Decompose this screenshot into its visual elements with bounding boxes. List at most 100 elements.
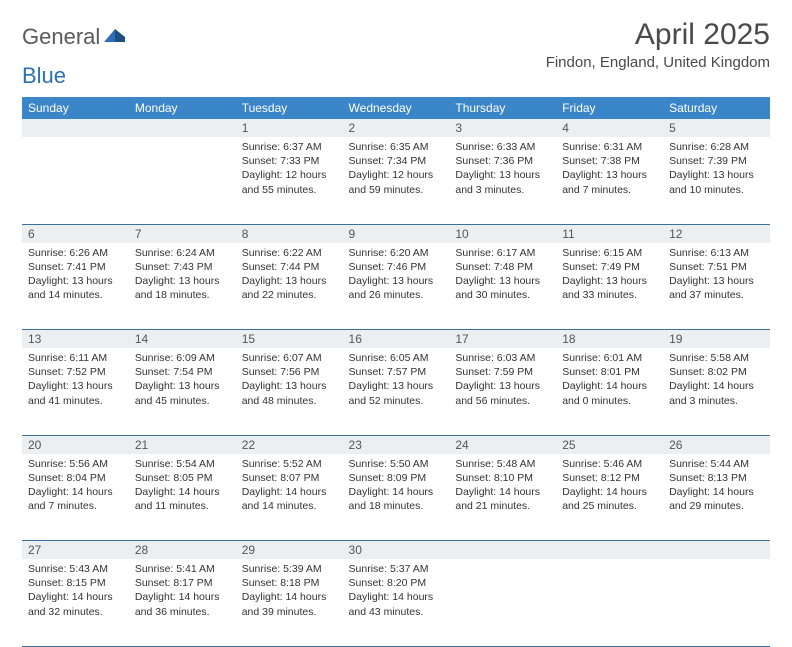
- logo-text-general: General: [22, 24, 100, 50]
- day-content-cell: Sunrise: 6:31 AMSunset: 7:38 PMDaylight:…: [556, 137, 663, 224]
- day-content-cell: Sunrise: 6:20 AMSunset: 7:46 PMDaylight:…: [343, 243, 450, 330]
- sunset-text: Sunset: 7:46 PM: [349, 260, 444, 274]
- weekday-header: Sunday: [22, 97, 129, 119]
- weekday-header: Thursday: [449, 97, 556, 119]
- daylight-text: Daylight: 12 hours and 59 minutes.: [349, 168, 444, 196]
- day-content-cell: Sunrise: 6:26 AMSunset: 7:41 PMDaylight:…: [22, 243, 129, 330]
- day-content-cell: Sunrise: 6:37 AMSunset: 7:33 PMDaylight:…: [236, 137, 343, 224]
- day-number-cell: 9: [343, 224, 450, 243]
- day-content-cell: Sunrise: 6:24 AMSunset: 7:43 PMDaylight:…: [129, 243, 236, 330]
- daylight-text: Daylight: 13 hours and 48 minutes.: [242, 379, 337, 407]
- daylight-text: Daylight: 13 hours and 33 minutes.: [562, 274, 657, 302]
- sunset-text: Sunset: 7:57 PM: [349, 365, 444, 379]
- sunset-text: Sunset: 8:18 PM: [242, 576, 337, 590]
- day-number-cell: 24: [449, 435, 556, 454]
- day-number-cell: 28: [129, 541, 236, 560]
- sunset-text: Sunset: 7:51 PM: [669, 260, 764, 274]
- sunrise-text: Sunrise: 6:24 AM: [135, 246, 230, 260]
- calendar-table: SundayMondayTuesdayWednesdayThursdayFrid…: [22, 97, 770, 647]
- day-content-cell: Sunrise: 5:58 AMSunset: 8:02 PMDaylight:…: [663, 348, 770, 435]
- sunrise-text: Sunrise: 6:11 AM: [28, 351, 123, 365]
- day-content-cell: Sunrise: 5:56 AMSunset: 8:04 PMDaylight:…: [22, 454, 129, 541]
- sunset-text: Sunset: 8:15 PM: [28, 576, 123, 590]
- daylight-text: Daylight: 14 hours and 3 minutes.: [669, 379, 764, 407]
- day-number-cell: 14: [129, 330, 236, 349]
- day-content-cell: [22, 137, 129, 224]
- day-content-cell: Sunrise: 5:50 AMSunset: 8:09 PMDaylight:…: [343, 454, 450, 541]
- month-title: April 2025: [546, 18, 770, 52]
- sunset-text: Sunset: 7:56 PM: [242, 365, 337, 379]
- day-content-cell: Sunrise: 6:17 AMSunset: 7:48 PMDaylight:…: [449, 243, 556, 330]
- sunrise-text: Sunrise: 6:28 AM: [669, 140, 764, 154]
- day-number-cell: 20: [22, 435, 129, 454]
- day-number-row: 27282930: [22, 541, 770, 560]
- sunrise-text: Sunrise: 6:03 AM: [455, 351, 550, 365]
- sunset-text: Sunset: 8:12 PM: [562, 471, 657, 485]
- day-number-cell: 29: [236, 541, 343, 560]
- daylight-text: Daylight: 12 hours and 55 minutes.: [242, 168, 337, 196]
- sunrise-text: Sunrise: 5:54 AM: [135, 457, 230, 471]
- day-content-cell: Sunrise: 6:01 AMSunset: 8:01 PMDaylight:…: [556, 348, 663, 435]
- sunrise-text: Sunrise: 6:33 AM: [455, 140, 550, 154]
- day-number-cell: 11: [556, 224, 663, 243]
- day-content-cell: Sunrise: 6:35 AMSunset: 7:34 PMDaylight:…: [343, 137, 450, 224]
- day-number-cell: 25: [556, 435, 663, 454]
- daylight-text: Daylight: 14 hours and 7 minutes.: [28, 485, 123, 513]
- sunrise-text: Sunrise: 5:56 AM: [28, 457, 123, 471]
- day-number-cell: 10: [449, 224, 556, 243]
- day-content-cell: Sunrise: 6:33 AMSunset: 7:36 PMDaylight:…: [449, 137, 556, 224]
- day-content-cell: Sunrise: 5:44 AMSunset: 8:13 PMDaylight:…: [663, 454, 770, 541]
- sunrise-text: Sunrise: 6:37 AM: [242, 140, 337, 154]
- sunrise-text: Sunrise: 5:41 AM: [135, 562, 230, 576]
- day-content-cell: Sunrise: 5:46 AMSunset: 8:12 PMDaylight:…: [556, 454, 663, 541]
- day-content-row: Sunrise: 6:26 AMSunset: 7:41 PMDaylight:…: [22, 243, 770, 330]
- sunrise-text: Sunrise: 6:22 AM: [242, 246, 337, 260]
- sunset-text: Sunset: 7:59 PM: [455, 365, 550, 379]
- sunset-text: Sunset: 7:33 PM: [242, 154, 337, 168]
- sunrise-text: Sunrise: 5:37 AM: [349, 562, 444, 576]
- sunset-text: Sunset: 7:34 PM: [349, 154, 444, 168]
- daylight-text: Daylight: 14 hours and 39 minutes.: [242, 590, 337, 618]
- sunset-text: Sunset: 7:36 PM: [455, 154, 550, 168]
- day-number-cell: 13: [22, 330, 129, 349]
- daylight-text: Daylight: 14 hours and 0 minutes.: [562, 379, 657, 407]
- sunset-text: Sunset: 8:20 PM: [349, 576, 444, 590]
- day-content-cell: Sunrise: 5:37 AMSunset: 8:20 PMDaylight:…: [343, 559, 450, 646]
- sunrise-text: Sunrise: 6:17 AM: [455, 246, 550, 260]
- sunrise-text: Sunrise: 6:15 AM: [562, 246, 657, 260]
- day-number-cell: 27: [22, 541, 129, 560]
- daylight-text: Daylight: 13 hours and 30 minutes.: [455, 274, 550, 302]
- day-number-cell: 7: [129, 224, 236, 243]
- daylight-text: Daylight: 14 hours and 29 minutes.: [669, 485, 764, 513]
- day-content-cell: Sunrise: 5:52 AMSunset: 8:07 PMDaylight:…: [236, 454, 343, 541]
- daylight-text: Daylight: 13 hours and 37 minutes.: [669, 274, 764, 302]
- daylight-text: Daylight: 13 hours and 56 minutes.: [455, 379, 550, 407]
- logo-mark-icon: [104, 26, 126, 49]
- day-number-cell: 17: [449, 330, 556, 349]
- day-number-row: 12345: [22, 119, 770, 137]
- sunrise-text: Sunrise: 5:39 AM: [242, 562, 337, 576]
- daylight-text: Daylight: 14 hours and 11 minutes.: [135, 485, 230, 513]
- weekday-header: Monday: [129, 97, 236, 119]
- sunrise-text: Sunrise: 6:13 AM: [669, 246, 764, 260]
- sunrise-text: Sunrise: 6:31 AM: [562, 140, 657, 154]
- sunrise-text: Sunrise: 5:44 AM: [669, 457, 764, 471]
- day-number-cell: 12: [663, 224, 770, 243]
- sunset-text: Sunset: 7:48 PM: [455, 260, 550, 274]
- location-text: Findon, England, United Kingdom: [546, 54, 770, 71]
- day-content-row: Sunrise: 6:37 AMSunset: 7:33 PMDaylight:…: [22, 137, 770, 224]
- day-content-row: Sunrise: 6:11 AMSunset: 7:52 PMDaylight:…: [22, 348, 770, 435]
- sunset-text: Sunset: 8:09 PM: [349, 471, 444, 485]
- daylight-text: Daylight: 13 hours and 41 minutes.: [28, 379, 123, 407]
- day-content-cell: Sunrise: 5:48 AMSunset: 8:10 PMDaylight:…: [449, 454, 556, 541]
- day-content-row: Sunrise: 5:43 AMSunset: 8:15 PMDaylight:…: [22, 559, 770, 646]
- daylight-text: Daylight: 13 hours and 14 minutes.: [28, 274, 123, 302]
- day-number-cell: 5: [663, 119, 770, 137]
- daylight-text: Daylight: 14 hours and 14 minutes.: [242, 485, 337, 513]
- sunrise-text: Sunrise: 6:35 AM: [349, 140, 444, 154]
- daylight-text: Daylight: 13 hours and 45 minutes.: [135, 379, 230, 407]
- day-number-cell: [663, 541, 770, 560]
- day-number-cell: 16: [343, 330, 450, 349]
- logo-text-blue: Blue: [22, 63, 66, 89]
- day-content-cell: Sunrise: 6:28 AMSunset: 7:39 PMDaylight:…: [663, 137, 770, 224]
